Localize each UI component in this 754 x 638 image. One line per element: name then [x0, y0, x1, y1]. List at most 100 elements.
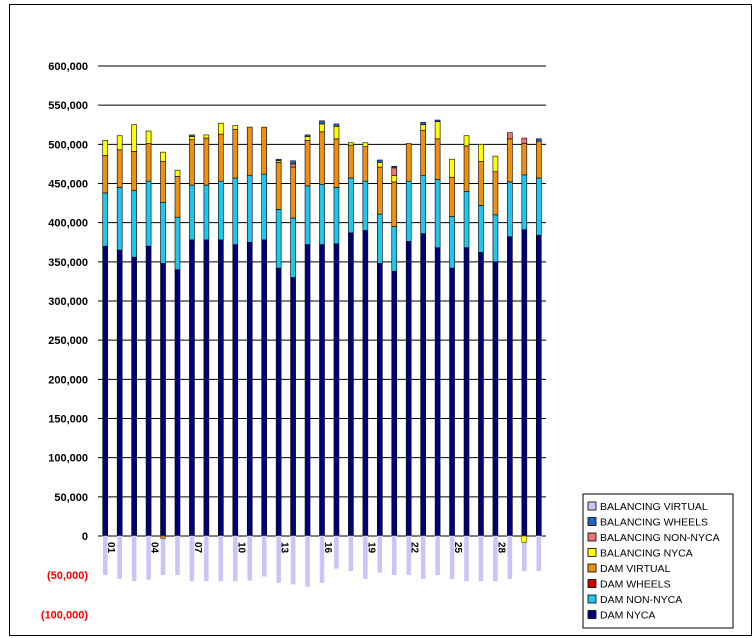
bar-segment [449, 158, 455, 178]
bar-segment-negative [391, 535, 397, 576]
bar-segment [492, 261, 499, 537]
bar-segment [102, 155, 109, 194]
bar-segment [102, 140, 109, 156]
bar-segment [261, 239, 267, 537]
bar-segment [246, 175, 253, 243]
y-tick-label: 500,000 [48, 139, 88, 151]
bar-segment-negative [463, 535, 470, 582]
bar-segment-negative [319, 535, 325, 584]
y-tick-label: (100,000) [41, 609, 88, 621]
bar-segment [362, 230, 369, 537]
legend-swatch [587, 579, 597, 588]
bar-segment [478, 144, 484, 162]
bar-segment [420, 129, 426, 176]
bar-segment [521, 137, 528, 144]
x-tick-label: 16 [322, 542, 333, 554]
bar-segment [116, 249, 123, 537]
bar-segment [203, 134, 210, 139]
x-tick-label: 22 [409, 542, 420, 554]
bar-segment [463, 135, 470, 147]
bar-segment [160, 263, 166, 537]
bar-segment [405, 180, 412, 242]
bar-segment [160, 202, 166, 264]
bar-segment [333, 243, 340, 537]
bar-segment [333, 126, 340, 140]
x-tick-label: 25 [452, 542, 463, 554]
bar-segment [492, 171, 499, 216]
y-axis: 600,000 550,000 500,000 450,000 400,000 350,0… [41, 61, 88, 621]
bar-segment [131, 151, 137, 191]
y-tick-label: 250,000 [48, 335, 88, 347]
bar-segment [174, 269, 181, 537]
legend-swatch [587, 594, 597, 604]
y-tick-label: 0 [82, 531, 88, 543]
bar-segment [304, 244, 311, 537]
bar-segment [131, 124, 137, 152]
bar-segment [463, 145, 470, 192]
bar-segment [189, 134, 195, 137]
legend-box [582, 493, 734, 629]
bar-segment-negative [174, 535, 181, 576]
x-tick-label: 01 [105, 542, 116, 554]
bar-segment-negative [218, 535, 224, 582]
bar-segment [319, 244, 325, 537]
bar-segment [290, 277, 296, 537]
bar-segment [290, 166, 296, 219]
bar-segment [189, 184, 195, 241]
bar-segment-negative [434, 535, 441, 576]
bar-segment [102, 192, 109, 247]
bar-segment [362, 142, 369, 147]
legend-swatch [587, 532, 597, 542]
y-tick-label: 400,000 [48, 218, 88, 230]
bar-segment [246, 241, 253, 537]
bar-segment-negative [478, 535, 484, 582]
bar-segment [478, 252, 484, 537]
legend: BALANCING VIRTUAL BALANCING WHEELS BALANCI… [582, 493, 734, 629]
bar-segment [507, 138, 513, 183]
legend-label: BALANCING WHEELS [600, 517, 708, 529]
bar-segment-negative [102, 535, 108, 576]
bar-segment-negative [160, 535, 166, 539]
bar-segment [319, 120, 325, 125]
legend-label: DAM NYCA [600, 610, 655, 622]
bar-segment [377, 162, 383, 168]
bar-segment [535, 177, 542, 236]
bar-segment [174, 169, 181, 177]
bar-segment [203, 184, 210, 241]
legend-swatch [587, 548, 597, 557]
bar-segment-negative [362, 535, 369, 580]
bar-segment-negative [536, 535, 542, 572]
bar-segment [391, 181, 398, 227]
y-tick-label: (50,000) [47, 570, 88, 582]
bar-segment [420, 124, 426, 131]
bar-segment [434, 138, 441, 180]
legend-swatch [587, 501, 597, 511]
bar-segment [391, 270, 398, 537]
bar-segment [145, 245, 152, 537]
y-tick-label: 150,000 [48, 414, 88, 426]
y-tick-label: 550,000 [48, 100, 88, 112]
legend-label: BALANCING NYCA [600, 548, 693, 560]
bar-segment [116, 187, 123, 251]
bar-segment [189, 136, 195, 140]
bar-segment [420, 122, 426, 126]
bar-segment [189, 239, 195, 537]
bar-segment [478, 161, 484, 206]
bar-segment [131, 256, 137, 537]
bar-segment-negative [377, 535, 383, 574]
bar-segment-negative [420, 535, 426, 580]
y-tick-label: 450,000 [48, 179, 88, 191]
bar-segment [160, 151, 166, 162]
bar-segment [405, 241, 412, 537]
bar-segment [434, 247, 441, 537]
bar-segment [145, 143, 152, 182]
bars [102, 119, 542, 588]
bar-segment-negative [131, 535, 137, 582]
bar-segment [246, 126, 253, 176]
bar-segment [377, 213, 383, 264]
bar-segment-negative [275, 535, 282, 584]
bar-segment [275, 267, 282, 537]
bar-segment-negative [160, 535, 166, 576]
bar-segment [507, 236, 513, 537]
bar-segment-negative [145, 535, 152, 581]
